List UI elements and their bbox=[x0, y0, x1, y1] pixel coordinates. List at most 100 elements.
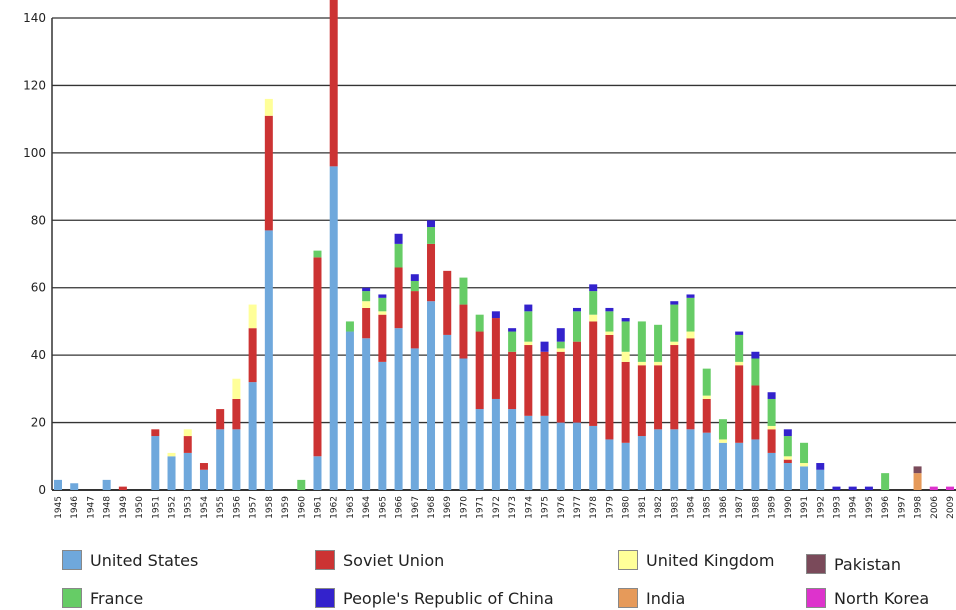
bar-segment bbox=[394, 243, 403, 268]
x-tick-label: 1976 bbox=[557, 496, 567, 519]
bar-segment bbox=[427, 243, 436, 302]
bar-segment bbox=[735, 334, 744, 362]
legend-label: People's Republic of China bbox=[343, 588, 554, 608]
bar-segment bbox=[800, 442, 809, 464]
bar-segment bbox=[362, 338, 371, 490]
x-tick-label: 1996 bbox=[881, 496, 891, 519]
legend: United States Soviet Union United Kingdo… bbox=[0, 540, 956, 610]
bar-segment bbox=[378, 294, 387, 298]
legend-label: Soviet Union bbox=[343, 550, 445, 570]
bar-segment bbox=[670, 304, 679, 342]
bar-segment bbox=[800, 466, 809, 490]
x-tick-label: 1965 bbox=[378, 496, 388, 519]
x-tick-label: 1950 bbox=[135, 496, 145, 519]
bar-segment bbox=[621, 318, 630, 322]
bar-segment bbox=[508, 328, 517, 332]
bar-segment bbox=[637, 321, 646, 362]
bar-segment bbox=[767, 425, 776, 430]
bar-segment bbox=[621, 442, 630, 490]
bar-segment bbox=[410, 291, 419, 349]
x-tick-label: 1964 bbox=[362, 496, 372, 519]
bar-segment bbox=[508, 409, 517, 490]
bar-segment bbox=[216, 429, 225, 490]
bar-segment bbox=[540, 415, 549, 490]
bar-segment bbox=[767, 398, 776, 426]
bar-segment bbox=[264, 98, 273, 116]
bar-segment bbox=[151, 436, 160, 490]
bar-segment bbox=[913, 466, 922, 474]
bar-segment bbox=[54, 479, 62, 490]
bar-segment bbox=[362, 291, 371, 302]
x-tick-label: 1995 bbox=[865, 496, 875, 519]
legend-swatch bbox=[315, 550, 335, 570]
x-tick-label: 1962 bbox=[330, 496, 340, 519]
bar-segment bbox=[216, 409, 225, 430]
legend-label: Pakistan bbox=[834, 554, 901, 574]
bar-segment bbox=[572, 311, 581, 342]
bar-segment bbox=[524, 341, 533, 346]
bar-segment bbox=[524, 304, 533, 312]
legend-label: North Korea bbox=[834, 588, 930, 608]
y-tick-label: 40 bbox=[31, 348, 46, 362]
bar-segment bbox=[508, 351, 517, 410]
x-tick-label: 1985 bbox=[703, 496, 713, 519]
bar-segment bbox=[832, 486, 841, 490]
bar-segment bbox=[816, 463, 825, 470]
bar-segment bbox=[70, 483, 79, 490]
bar-segment bbox=[589, 314, 598, 322]
bar-segment bbox=[718, 439, 727, 443]
bar-segment bbox=[654, 324, 663, 362]
bar-segment bbox=[459, 358, 468, 490]
legend-swatch bbox=[618, 550, 638, 570]
bar-segment bbox=[946, 486, 954, 490]
bar-segment bbox=[783, 456, 792, 460]
bar-segment bbox=[556, 341, 565, 349]
bar-segment bbox=[248, 304, 257, 329]
bar-segment bbox=[751, 385, 760, 440]
bar-segment bbox=[118, 486, 127, 490]
bar-segment bbox=[167, 456, 176, 490]
x-tick-label: 1989 bbox=[768, 496, 778, 519]
bar-segment bbox=[767, 429, 776, 453]
y-tick-label: 80 bbox=[31, 213, 46, 227]
bar-segment bbox=[491, 311, 500, 319]
bar-segment bbox=[540, 351, 549, 416]
bar-segment bbox=[670, 301, 679, 305]
x-tick-label: 1949 bbox=[119, 496, 129, 519]
bar-segment bbox=[556, 328, 565, 342]
bar-segment bbox=[362, 307, 371, 339]
x-tick-label: 1981 bbox=[638, 496, 648, 519]
bar-segment bbox=[686, 338, 695, 430]
bar-segment bbox=[735, 331, 744, 335]
bar-segment bbox=[329, 166, 338, 491]
bar-segment bbox=[556, 351, 565, 423]
bar-segment bbox=[362, 287, 371, 292]
bar-segment bbox=[670, 341, 679, 346]
x-tick-label: 2006 bbox=[930, 496, 940, 519]
bar-segment bbox=[589, 321, 598, 426]
legend-item-france: France bbox=[62, 586, 143, 610]
y-tick-labels: 0 20 40 60 80 100 120 140 bbox=[23, 11, 46, 497]
x-tick-label: 1966 bbox=[395, 496, 405, 519]
bar-segment bbox=[394, 328, 403, 490]
bar-segment bbox=[670, 345, 679, 430]
x-tick-label: 1967 bbox=[411, 496, 421, 519]
bar-segment bbox=[654, 429, 663, 490]
x-tick-label: 1983 bbox=[670, 496, 680, 519]
bar-segment bbox=[913, 473, 922, 490]
x-tick-label: 1954 bbox=[200, 496, 210, 519]
bar-segment bbox=[686, 331, 695, 339]
bar-segment bbox=[718, 419, 727, 440]
x-tick-label: 1969 bbox=[443, 496, 453, 519]
bar-segment bbox=[151, 429, 160, 437]
y-tick-label: 0 bbox=[38, 483, 46, 497]
bar-segment bbox=[751, 351, 760, 359]
bar-segment bbox=[313, 250, 322, 258]
bar-segment bbox=[443, 270, 452, 335]
legend-item-prc: People's Republic of China bbox=[315, 586, 554, 610]
y-tick-label: 20 bbox=[31, 416, 46, 430]
x-tick-label: 1990 bbox=[784, 496, 794, 519]
bar-segment bbox=[345, 321, 354, 332]
bar-segment bbox=[313, 456, 322, 490]
